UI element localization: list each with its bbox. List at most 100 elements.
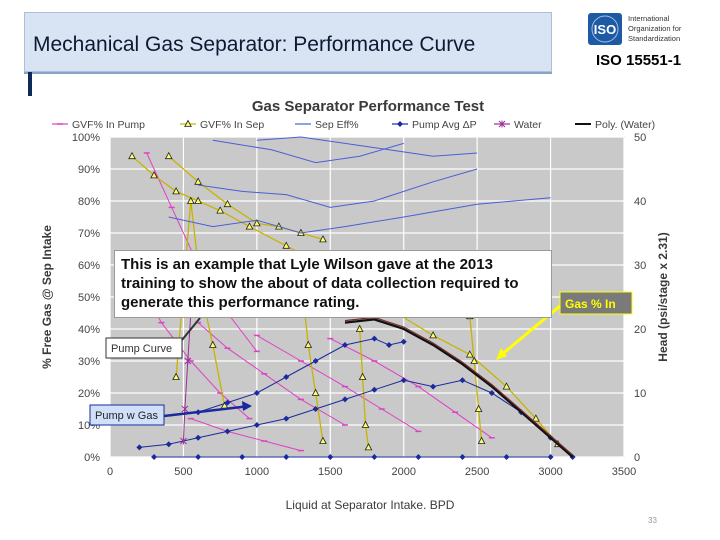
annotation-label: Pump Curve — [111, 343, 172, 355]
chart-axes: 0 500 1000 1500 2000 2500 3000 35000%10%20%30%4… — [72, 132, 646, 478]
data-point-diamond — [195, 434, 202, 441]
x-tick-label: 3000 — [538, 466, 562, 478]
data-point-diamond — [224, 428, 231, 435]
y-tick-label: 0% — [84, 452, 100, 464]
data-point-triangle — [245, 222, 254, 230]
x-tick-label: 0 — [107, 466, 113, 478]
data-point-triangle — [319, 235, 327, 243]
data-point-diamond — [136, 444, 143, 451]
data-point-star — [181, 405, 189, 413]
data-point-triangle — [429, 331, 437, 339]
data-point-diamond — [371, 335, 378, 342]
y-tick-label: 20% — [78, 388, 100, 400]
annotation-arrow-pump-w-gas — [163, 404, 251, 418]
annotation-arrowhead — [496, 348, 507, 360]
data-point-triangle — [282, 241, 291, 249]
annotation-label: Pump w Gas — [95, 410, 158, 422]
series-line-gvf_sep — [469, 316, 483, 442]
series-line-poly-shadow — [344, 316, 573, 456]
data-point-diamond — [371, 454, 378, 460]
data-point-diamond — [283, 415, 290, 422]
y-axis-label: % Free Gas @ Sep Intake — [40, 225, 54, 369]
data-point-diamond — [341, 396, 348, 403]
annotation-box-bg — [105, 337, 183, 359]
legend-label: Pump Avg ΔP — [412, 119, 477, 131]
legend-item-sep_eff: Sep Eff% — [295, 119, 359, 131]
data-point-triangle — [164, 151, 173, 160]
data-point-triangle — [150, 171, 158, 179]
data-point-triangle — [186, 196, 195, 204]
y2-tick-label: 30 — [634, 260, 646, 272]
legend-item-water: Water — [494, 119, 542, 131]
data-point-triangle — [172, 187, 180, 195]
data-point-diamond — [459, 377, 466, 384]
x-tick-label: 1000 — [245, 466, 269, 478]
iso-logo-globe — [591, 15, 619, 43]
chart-title: Gas Separator Performance Test — [252, 98, 484, 115]
data-point-triangle — [304, 340, 313, 348]
annotation-label: Gas % In — [565, 297, 616, 311]
legend-item-gvf_sep: GVF% In Sep — [180, 119, 264, 131]
data-point-triangle — [358, 372, 367, 380]
y-tick-label: 50% — [78, 292, 100, 304]
data-point-triangle — [172, 372, 180, 380]
series-line-sep_eff — [256, 136, 478, 157]
x-tick-label: 2500 — [465, 466, 489, 478]
iso-logo: ISO International Organization for Stand… — [588, 13, 682, 45]
data-point-triangle — [465, 350, 474, 358]
data-point-diamond — [459, 454, 466, 460]
data-point-diamond — [397, 121, 403, 127]
data-point-diamond — [488, 390, 495, 396]
x-tick-label: 2000 — [391, 466, 415, 478]
series-line-poly — [344, 318, 574, 458]
legend-label: Water — [514, 119, 542, 131]
data-point-triangle — [194, 177, 202, 185]
iso-logo-mark: ISO — [594, 22, 616, 37]
data-point-triangle — [502, 382, 511, 390]
data-point-star — [498, 120, 506, 128]
x-tick-label: 500 — [174, 466, 192, 478]
title-underline — [24, 72, 552, 74]
data-point-triangle — [208, 340, 217, 348]
series-line-gvf_sep — [359, 328, 370, 448]
y-tick-label: 40% — [78, 324, 100, 336]
data-point-diamond — [312, 358, 319, 364]
data-point-star — [180, 437, 187, 445]
annotation-box: Pump w Gas — [89, 404, 165, 426]
data-point-diamond — [430, 383, 437, 390]
y-tick-label: 80% — [78, 196, 100, 208]
legend-label: GVF% In Sep — [200, 119, 264, 131]
data-point-triangle — [311, 388, 320, 396]
data-point-triangle — [361, 420, 370, 428]
legend-label: GVF% In Pump — [72, 119, 145, 131]
y-tick-label: 100% — [72, 132, 100, 144]
data-point-diamond — [253, 390, 260, 396]
data-point-triangle — [252, 219, 261, 227]
annotation-box-bg — [559, 291, 633, 315]
y-tick-label: 60% — [78, 260, 100, 272]
x-tick-label: 3500 — [612, 466, 636, 478]
data-point-diamond — [253, 422, 260, 428]
chart-legend: GVF% In Pump GVF% In Sep Sep Eff% Pump Avg … — [52, 119, 655, 131]
data-point-triangle — [355, 324, 364, 332]
series-pump_dp — [136, 335, 576, 460]
data-point-diamond — [547, 454, 554, 460]
y-tick-label: 70% — [78, 228, 100, 240]
title-box: Mechanical Gas Separator: Performance Cu… — [24, 12, 552, 72]
explanation-callout: This is an example that Lyle Wilson gave… — [114, 250, 552, 318]
data-point-diamond — [239, 454, 246, 460]
y2-tick-label: 40 — [634, 196, 646, 208]
data-point-triangle — [532, 414, 540, 422]
series-poly — [344, 316, 574, 458]
x-tick-label: 1500 — [318, 466, 342, 478]
series-line-sep_eff — [212, 139, 404, 164]
title-accent-bar — [28, 72, 32, 96]
data-point-diamond — [386, 342, 393, 348]
data-point-diamond — [224, 399, 231, 406]
iso-logo-line-2: Organization for — [628, 24, 682, 33]
y-tick-label: 30% — [78, 356, 100, 368]
iso-logo-line-1: International — [628, 14, 670, 23]
data-point-triangle — [184, 119, 192, 127]
data-point-diamond — [503, 454, 510, 460]
legend-item-pump_dp: Pump Avg ΔP — [392, 119, 477, 131]
